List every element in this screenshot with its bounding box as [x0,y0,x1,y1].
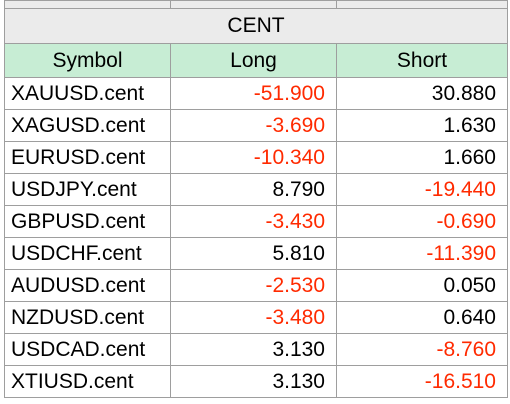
symbol-cell[interactable]: EURUSD.cent [4,141,171,174]
long-cell[interactable]: -3.430 [170,205,337,238]
symbol-cell[interactable]: USDCAD.cent [4,333,171,366]
swap-rates-table: CENT Symbol Long Short XAUUSD.cent -51.90… [4,0,508,398]
long-cell[interactable]: -10.340 [170,141,337,174]
long-cell[interactable]: 3.130 [170,365,337,398]
table-row: XAUUSD.cent -51.900 30.880 [4,77,508,110]
symbol-cell[interactable]: AUDUSD.cent [4,269,171,302]
short-cell[interactable]: -11.390 [336,237,508,270]
group-header-row: CENT [4,8,508,44]
top-strip-cell[interactable] [4,0,171,9]
short-cell[interactable]: -0.690 [336,205,508,238]
top-strip-cell[interactable] [170,0,337,9]
table-row: USDCHF.cent 5.810 -11.390 [4,237,508,270]
symbol-cell[interactable]: XTIUSD.cent [4,365,171,398]
long-cell[interactable]: 8.790 [170,173,337,206]
table-top-strip [4,0,508,9]
table-row: XAGUSD.cent -3.690 1.630 [4,109,508,142]
symbol-cell[interactable]: XAUUSD.cent [4,77,171,110]
top-strip-cell[interactable] [336,0,508,9]
short-cell[interactable]: 1.660 [336,141,508,174]
long-cell[interactable]: -2.530 [170,269,337,302]
long-cell[interactable]: 3.130 [170,333,337,366]
symbol-cell[interactable]: GBPUSD.cent [4,205,171,238]
symbol-cell[interactable]: NZDUSD.cent [4,301,171,334]
table-row: USDJPY.cent 8.790 -19.440 [4,173,508,206]
column-header-long[interactable]: Long [170,43,337,78]
table-row: GBPUSD.cent -3.430 -0.690 [4,205,508,238]
table-row: EURUSD.cent -10.340 1.660 [4,141,508,174]
table-row: USDCAD.cent 3.130 -8.760 [4,333,508,366]
short-cell[interactable]: 30.880 [336,77,508,110]
long-cell[interactable]: 5.810 [170,237,337,270]
table-body: CENT Symbol Long Short XAUUSD.cent -51.90… [4,0,508,398]
long-cell[interactable]: -3.480 [170,301,337,334]
column-header-symbol[interactable]: Symbol [4,43,171,78]
short-cell[interactable]: -16.510 [336,365,508,398]
table-row: AUDUSD.cent -2.530 0.050 [4,269,508,302]
short-cell[interactable]: -19.440 [336,173,508,206]
group-title-cell[interactable]: CENT [4,8,508,44]
short-cell[interactable]: 1.630 [336,109,508,142]
table-row: NZDUSD.cent -3.480 0.640 [4,301,508,334]
column-header-row: Symbol Long Short [4,43,508,78]
symbol-cell[interactable]: USDJPY.cent [4,173,171,206]
long-cell[interactable]: -51.900 [170,77,337,110]
short-cell[interactable]: 0.050 [336,269,508,302]
short-cell[interactable]: -8.760 [336,333,508,366]
symbol-cell[interactable]: XAGUSD.cent [4,109,171,142]
symbol-cell[interactable]: USDCHF.cent [4,237,171,270]
column-header-short[interactable]: Short [336,43,508,78]
table-row: XTIUSD.cent 3.130 -16.510 [4,365,508,398]
long-cell[interactable]: -3.690 [170,109,337,142]
short-cell[interactable]: 0.640 [336,301,508,334]
